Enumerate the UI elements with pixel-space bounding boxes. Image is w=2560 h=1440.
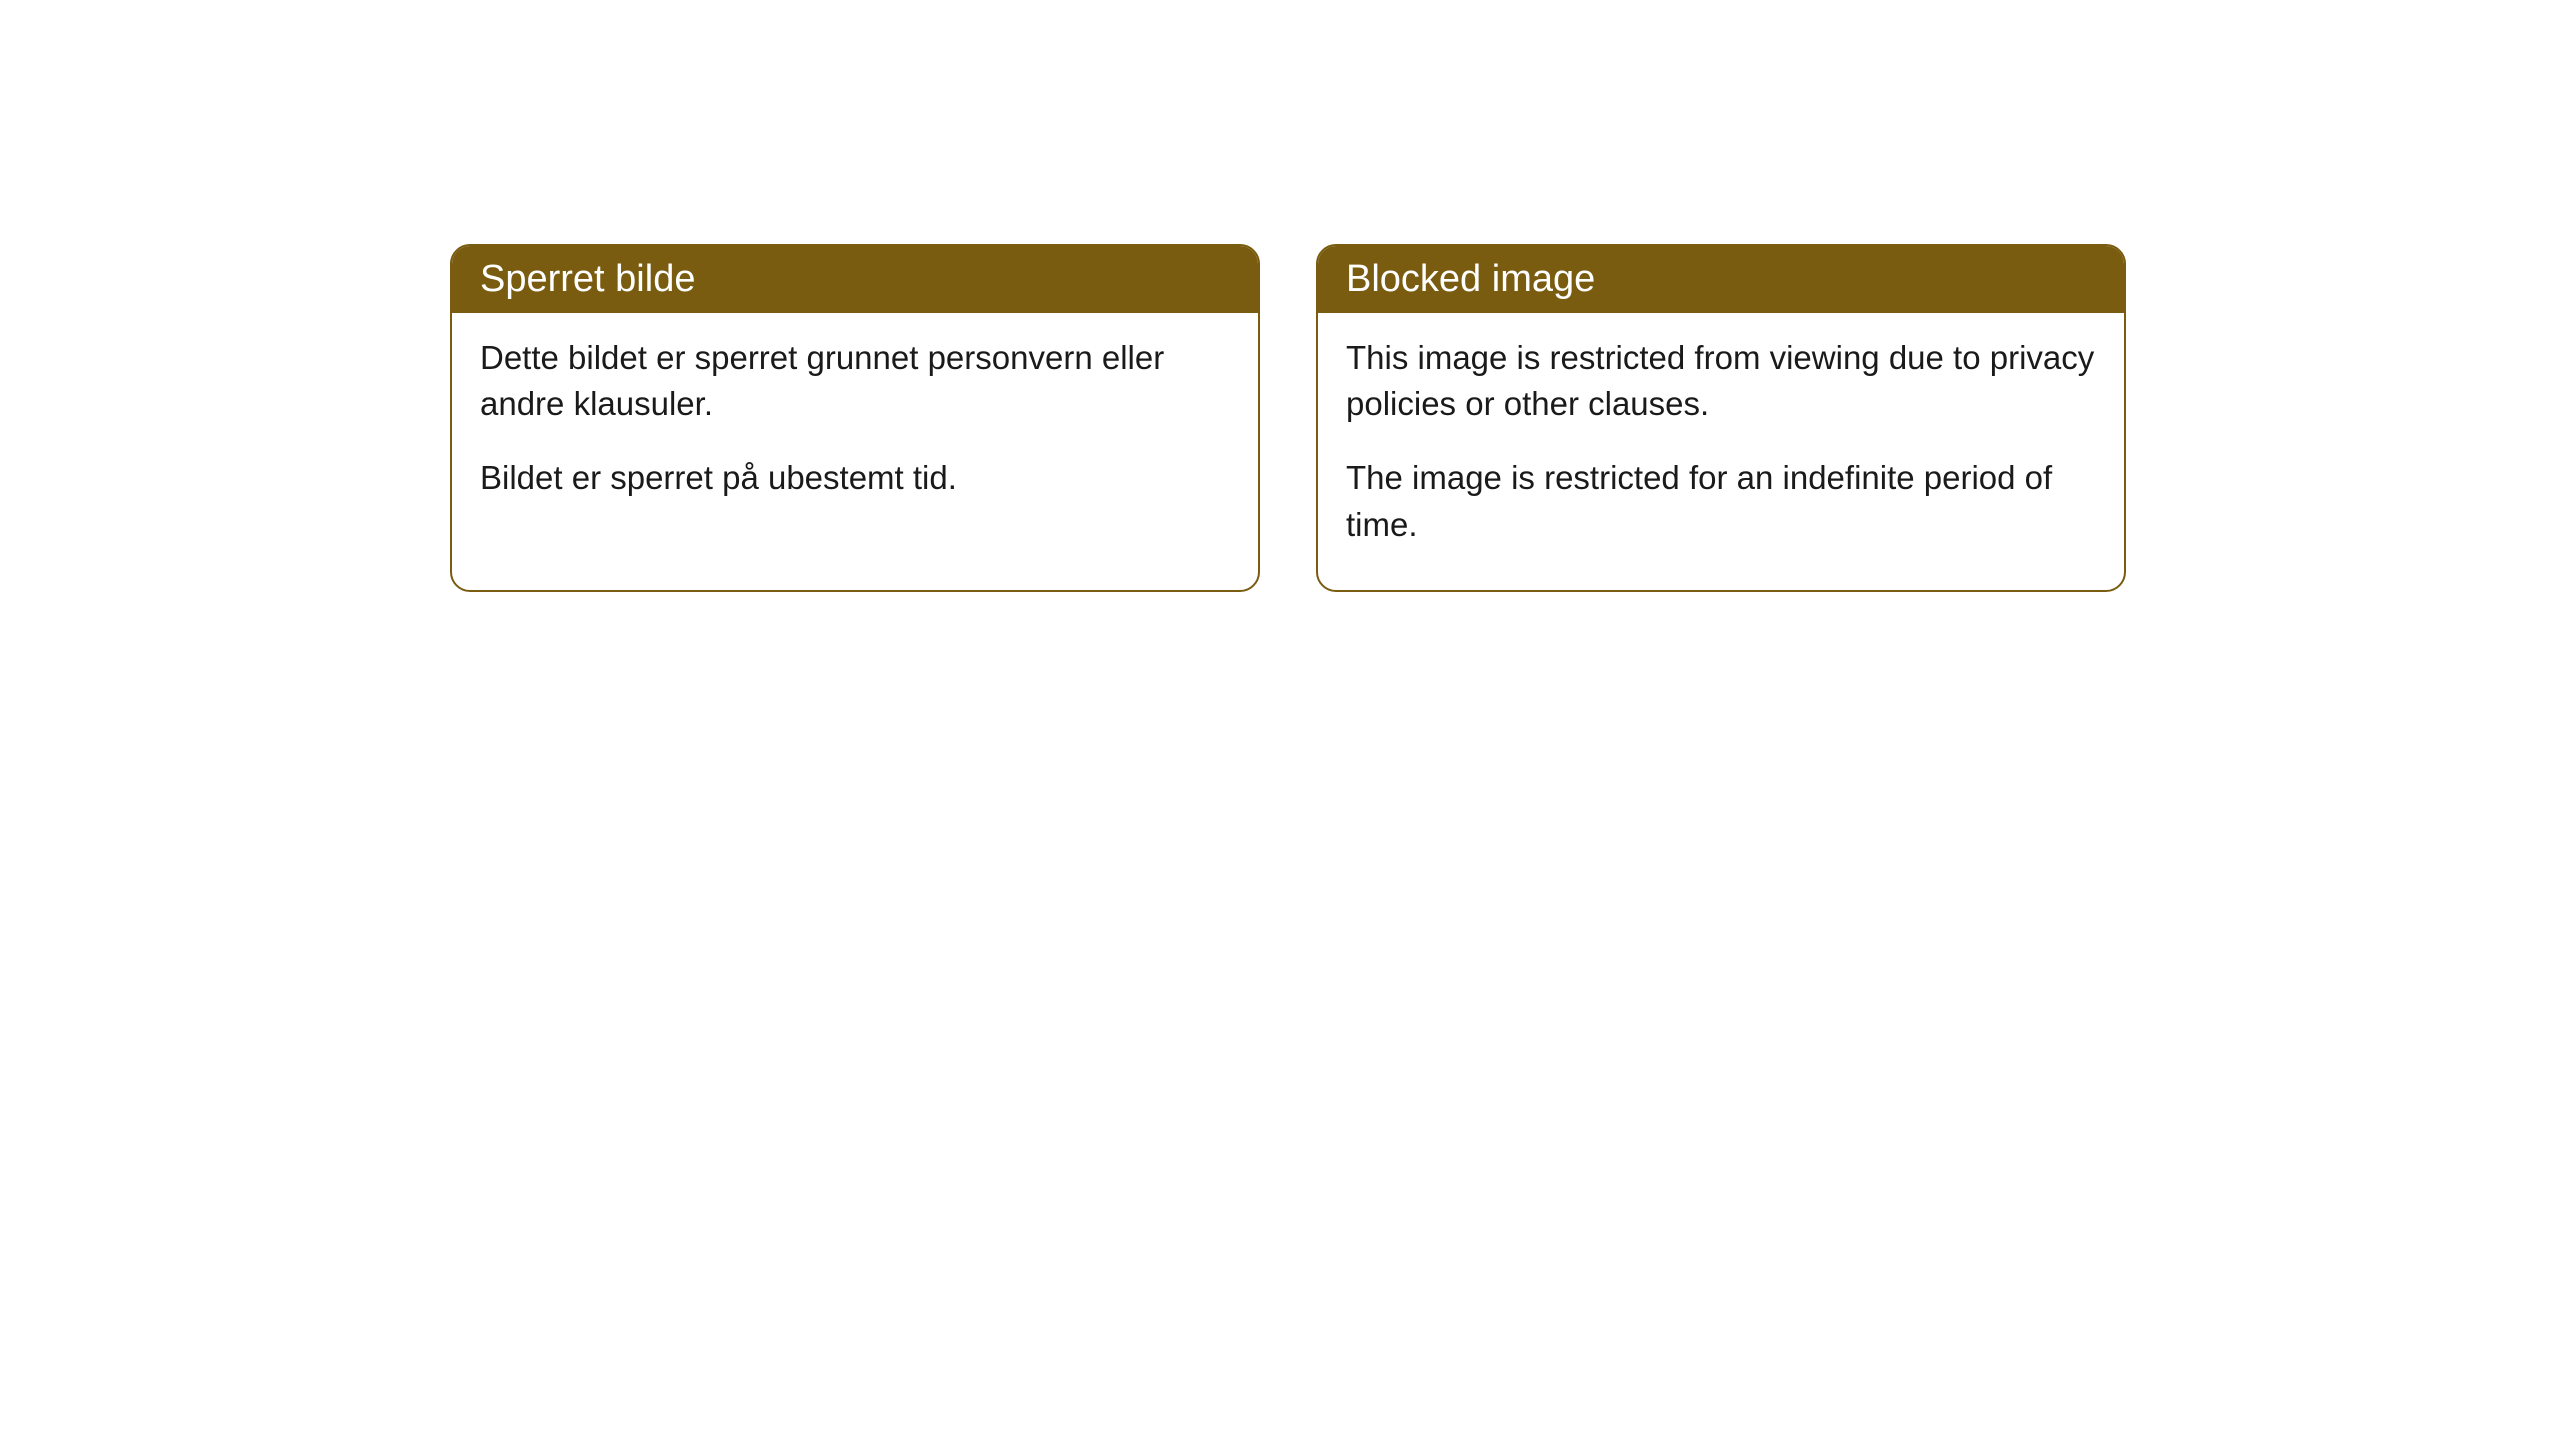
card-body: Dette bildet er sperret grunnet personve… [452,313,1258,544]
card-paragraph: This image is restricted from viewing du… [1346,335,2096,427]
card-paragraph: The image is restricted for an indefinit… [1346,455,2096,547]
card-paragraph: Bildet er sperret på ubestemt tid. [480,455,1230,501]
notice-card-norwegian: Sperret bilde Dette bildet er sperret gr… [450,244,1260,592]
card-body: This image is restricted from viewing du… [1318,313,2124,590]
card-header: Blocked image [1318,246,2124,313]
card-title: Sperret bilde [480,258,695,300]
card-paragraph: Dette bildet er sperret grunnet personve… [480,335,1230,427]
card-title: Blocked image [1346,258,1595,300]
card-container: Sperret bilde Dette bildet er sperret gr… [0,0,2560,592]
card-header: Sperret bilde [452,246,1258,313]
notice-card-english: Blocked image This image is restricted f… [1316,244,2126,592]
